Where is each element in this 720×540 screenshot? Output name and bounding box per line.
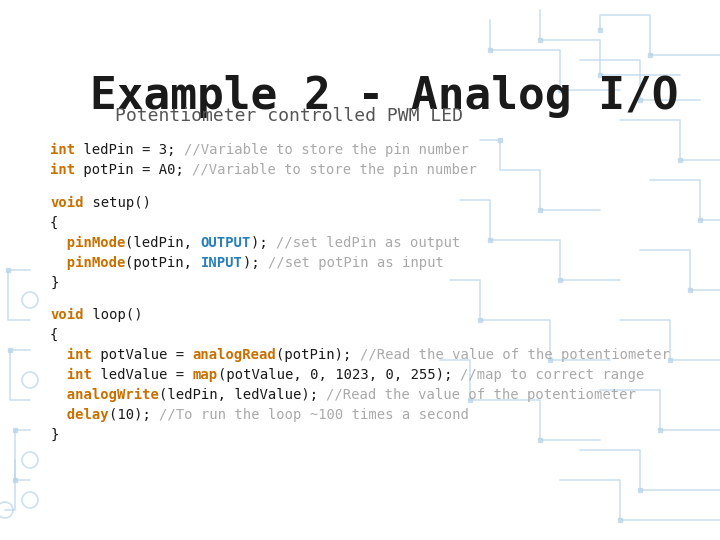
- Text: loop(): loop(): [84, 308, 142, 322]
- Text: //Variable to store the pin number: //Variable to store the pin number: [192, 163, 477, 177]
- Text: //To run the loop ~100 times a second: //To run the loop ~100 times a second: [159, 408, 469, 422]
- Text: (potPin,: (potPin,: [125, 256, 201, 270]
- Text: int: int: [50, 163, 75, 177]
- Text: potPin = A0;: potPin = A0;: [75, 163, 192, 177]
- Text: //map to correct range: //map to correct range: [460, 368, 644, 382]
- Text: (10);: (10);: [109, 408, 159, 422]
- Text: //set ledPin as output: //set ledPin as output: [276, 236, 460, 250]
- Text: //Read the value of the potentiometer: //Read the value of the potentiometer: [360, 348, 670, 362]
- Text: {: {: [50, 328, 58, 342]
- Text: ledPin = 3;: ledPin = 3;: [75, 143, 184, 157]
- Text: int: int: [50, 348, 92, 362]
- Text: {: {: [50, 216, 58, 230]
- Text: //Variable to store the pin number: //Variable to store the pin number: [184, 143, 469, 157]
- Text: int: int: [50, 368, 92, 382]
- Text: INPUT: INPUT: [201, 256, 243, 270]
- Text: delay: delay: [50, 408, 109, 422]
- Text: int: int: [50, 143, 75, 157]
- Text: analogRead: analogRead: [192, 348, 276, 362]
- Text: Potentiometer controlled PWM LED: Potentiometer controlled PWM LED: [115, 107, 463, 125]
- Text: (ledPin, ledValue);: (ledPin, ledValue);: [159, 388, 326, 402]
- Text: (potPin);: (potPin);: [276, 348, 360, 362]
- Text: map: map: [192, 368, 217, 382]
- Text: (potValue, 0, 1023, 0, 255);: (potValue, 0, 1023, 0, 255);: [217, 368, 460, 382]
- Text: );: );: [243, 256, 268, 270]
- Text: potValue =: potValue =: [92, 348, 192, 362]
- Text: //Read the value of the potentiometer: //Read the value of the potentiometer: [326, 388, 636, 402]
- Text: }: }: [50, 276, 58, 290]
- Text: }: }: [50, 428, 58, 442]
- Text: (ledPin,: (ledPin,: [125, 236, 201, 250]
- Text: OUTPUT: OUTPUT: [201, 236, 251, 250]
- Text: pinMode: pinMode: [50, 256, 125, 270]
- Text: pinMode: pinMode: [50, 236, 125, 250]
- Text: ledValue =: ledValue =: [92, 368, 192, 382]
- Text: setup(): setup(): [84, 196, 150, 210]
- Text: //set potPin as input: //set potPin as input: [268, 256, 444, 270]
- Text: );: );: [251, 236, 276, 250]
- Text: analogWrite: analogWrite: [50, 388, 159, 402]
- Text: void: void: [50, 308, 84, 322]
- Text: void: void: [50, 196, 84, 210]
- Text: Example 2 - Analog I/O: Example 2 - Analog I/O: [90, 75, 678, 118]
